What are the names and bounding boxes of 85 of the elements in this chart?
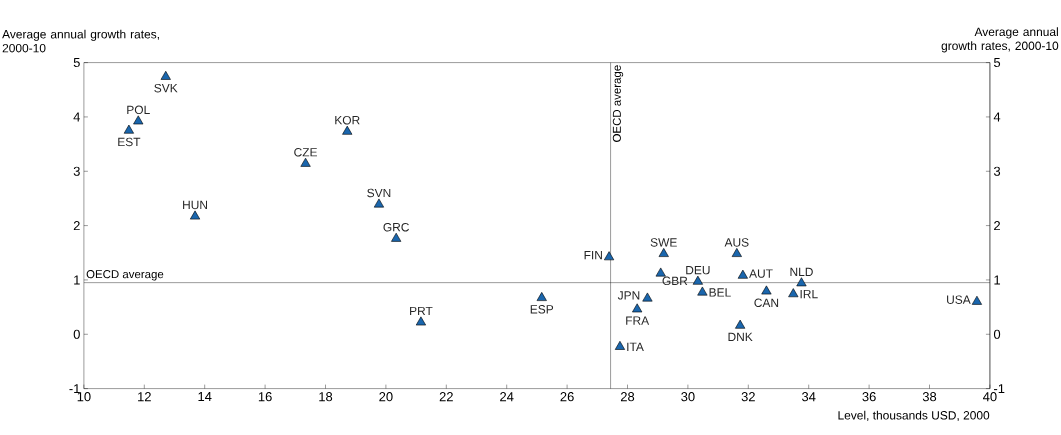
annotation: SVK: [154, 83, 178, 93]
x-tick-label: 28: [620, 392, 635, 402]
y2-tick-label: 5: [993, 58, 1001, 68]
point: [761, 285, 772, 295]
annotation: HUN: [183, 200, 208, 210]
point: [415, 316, 426, 326]
annotation: PRT: [410, 306, 433, 316]
point: [971, 295, 982, 305]
y2-tick-label: 2: [994, 221, 1000, 231]
annotation: SVN: [367, 188, 391, 198]
x-tick-label: 10: [77, 392, 91, 402]
y2-tick-label: 4: [993, 112, 1001, 122]
ref-line-label: OECD average: [612, 65, 624, 142]
annotation: CAN: [754, 298, 779, 307]
point: [160, 70, 171, 80]
point: [737, 269, 748, 279]
y2-tick-label: -1: [994, 384, 1005, 394]
y2-tick-label: 1: [994, 275, 1001, 285]
point: [692, 275, 703, 285]
annotation: POL: [127, 105, 150, 115]
annotation: FIN: [584, 251, 602, 260]
x-axis-title: Level, thousands USD, 2000: [838, 410, 990, 421]
point: [123, 124, 134, 134]
annotation: DEU: [686, 266, 710, 275]
point: [391, 232, 402, 242]
x-tick-label: 38: [922, 392, 937, 402]
point: [655, 267, 666, 277]
x-tick-label: 18: [319, 392, 333, 402]
point: [342, 125, 353, 135]
annotation: KOR: [335, 115, 360, 125]
y-tick-label: 5: [73, 58, 80, 68]
x-tick-label: 36: [862, 392, 876, 402]
annotation: CZE: [294, 148, 317, 157]
annotation: ITA: [627, 342, 644, 351]
x-tick-label: 24: [500, 392, 514, 402]
y-tick-label: 0: [73, 329, 80, 339]
x-tick-label: 20: [379, 392, 393, 402]
annotation: EST: [118, 137, 141, 147]
x-tick-label: 32: [741, 392, 755, 402]
y2-axis-title: Average annual growth rates, 2000-10: [941, 27, 1059, 53]
annotation: ESP: [530, 305, 554, 314]
annotation: SWE: [650, 238, 677, 247]
x-tick-label: 16: [258, 392, 272, 402]
point: [697, 286, 708, 296]
annotation: FRA: [626, 316, 650, 325]
annotation: DNK: [728, 332, 753, 341]
annotation: AUS: [724, 238, 749, 247]
point: [735, 319, 746, 329]
point: [788, 288, 799, 298]
annotation: BEL: [709, 288, 731, 297]
y-tick-label: 3: [73, 166, 80, 176]
x-tick-label: 14: [198, 392, 212, 402]
point: [373, 198, 385, 208]
point: [658, 248, 669, 257]
y2-tick-label: 3: [993, 166, 1001, 176]
y-axis-title: Average annual growth rates, 2000-10: [2, 29, 159, 53]
point: [731, 248, 742, 257]
point: [614, 340, 626, 350]
annotation: AUT: [749, 269, 773, 278]
annotation: GBR: [662, 276, 688, 286]
point: [604, 251, 615, 261]
point: [632, 303, 643, 313]
y-tick-label: 1: [74, 275, 80, 285]
annotation: GRC: [383, 222, 409, 232]
point: [189, 210, 201, 220]
x-tick-label: 34: [802, 392, 816, 402]
point: [536, 292, 547, 301]
y-tick-label: -1: [69, 384, 80, 394]
point: [796, 277, 807, 287]
y-tick-label: 4: [73, 112, 81, 122]
x-tick-label: 40: [983, 392, 997, 402]
annotation: JPN: [617, 291, 640, 300]
y2-tick-label: 0: [993, 329, 1001, 339]
y-tick-label: 2: [73, 221, 80, 231]
point: [133, 115, 144, 125]
annotation: NLD: [790, 267, 813, 276]
point: [300, 157, 311, 167]
x-tick-label: 22: [439, 392, 453, 402]
annotation: IRL: [800, 289, 818, 299]
point: [642, 292, 653, 302]
x-tick-label: 12: [138, 392, 151, 402]
ref-line-label: OECD average: [86, 270, 164, 281]
x-tick-label: 30: [681, 392, 695, 402]
x-tick-label: 26: [560, 392, 574, 402]
annotation: USA: [947, 295, 971, 304]
